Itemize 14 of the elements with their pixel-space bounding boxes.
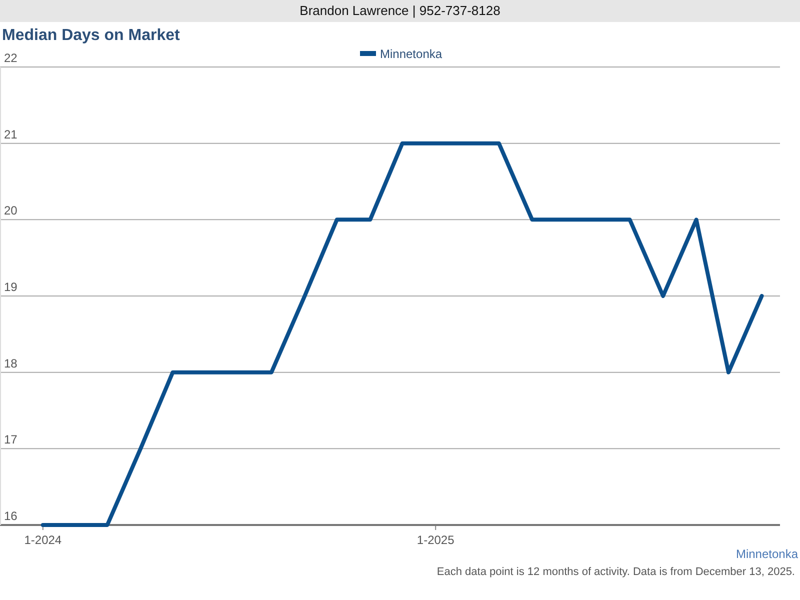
x-tick-label: 1-2025 [416,533,455,547]
y-tick-label: 16 [4,509,18,523]
legend-label: Minnetonka [380,47,442,61]
chart-title: Median Days on Market [2,27,180,44]
text: Brandon Lawrence | 952-737-8128 [300,3,500,18]
y-tick-label: 21 [4,127,18,142]
y-tick-label: 17 [4,432,18,447]
y-tick-label: 20 [4,204,18,218]
y-tick-label: 19 [4,280,18,294]
x-tick-label: 1-2024 [24,533,62,547]
y-tick-label: 22 [4,51,18,65]
y-tick-label: 18 [4,356,18,370]
text: Minnetonka [736,547,798,561]
text: Each data point is 12 months of activity. Data is from December 13, 2025. [436,566,795,578]
